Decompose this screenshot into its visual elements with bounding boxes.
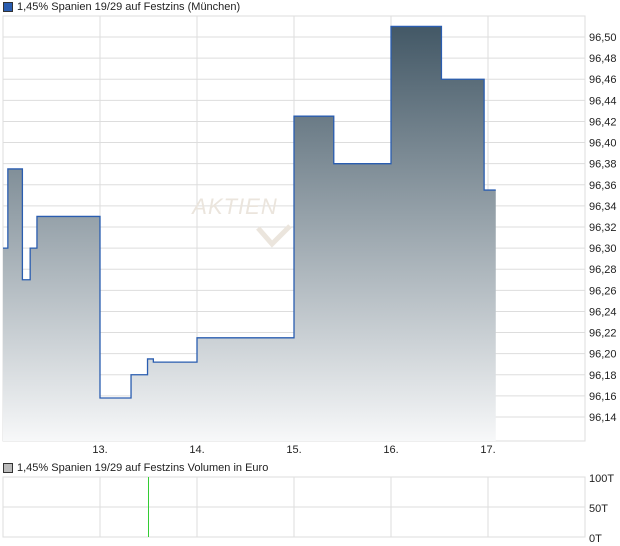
y-tick-label: 96,32 bbox=[589, 222, 617, 234]
volume-legend-swatch bbox=[3, 463, 13, 473]
price-area-fill bbox=[3, 26, 496, 441]
y-tick-label: 96,28 bbox=[589, 264, 617, 276]
y-tick-label: 96,46 bbox=[589, 74, 617, 86]
volume-y-tick-label: 0T bbox=[589, 533, 602, 545]
y-tick-label: 96,30 bbox=[589, 243, 617, 255]
price-chart-title: 1,45% Spanien 19/29 auf Festzins (Münche… bbox=[17, 1, 241, 13]
x-tick-label: 14. bbox=[189, 444, 204, 456]
y-tick-label: 96,16 bbox=[589, 391, 617, 403]
y-tick-label: 96,38 bbox=[589, 159, 617, 171]
volume-y-tick-label: 100T bbox=[589, 473, 614, 485]
y-tick-label: 96,26 bbox=[589, 285, 617, 297]
y-tick-label: 96,34 bbox=[589, 201, 617, 213]
price-legend: 1,45% Spanien 19/29 auf Festzins (Münche… bbox=[3, 1, 240, 13]
y-tick-label: 96,36 bbox=[589, 180, 617, 192]
price-line bbox=[3, 25, 496, 399]
y-tick-label: 96,40 bbox=[589, 138, 617, 150]
y-tick-label: 96,22 bbox=[589, 328, 617, 340]
volume-chart-title: 1,45% Spanien 19/29 auf Festzins Volumen… bbox=[17, 462, 269, 474]
volume-y-tick-label: 50T bbox=[589, 503, 608, 515]
x-tick-label: 15. bbox=[286, 444, 301, 456]
y-tick-label: 96,44 bbox=[589, 95, 617, 107]
y-tick-label: 96,20 bbox=[589, 349, 617, 361]
y-tick-label: 96,24 bbox=[589, 306, 617, 318]
y-tick-label: 96,50 bbox=[589, 32, 617, 44]
y-tick-label: 96,14 bbox=[589, 412, 617, 424]
price-legend-swatch bbox=[3, 2, 13, 12]
watermark-check-icon bbox=[256, 224, 292, 248]
y-tick-label: 96,48 bbox=[589, 53, 617, 65]
x-tick-label: 17. bbox=[480, 444, 495, 456]
volume-legend: 1,45% Spanien 19/29 auf Festzins Volumen… bbox=[3, 462, 268, 474]
watermark-logo: AKTIEN bbox=[190, 194, 277, 219]
x-tick-label: 16. bbox=[383, 444, 398, 456]
x-tick-label: 13. bbox=[92, 444, 107, 456]
y-tick-label: 96,18 bbox=[589, 370, 617, 382]
y-tick-label: 96,42 bbox=[589, 116, 617, 128]
